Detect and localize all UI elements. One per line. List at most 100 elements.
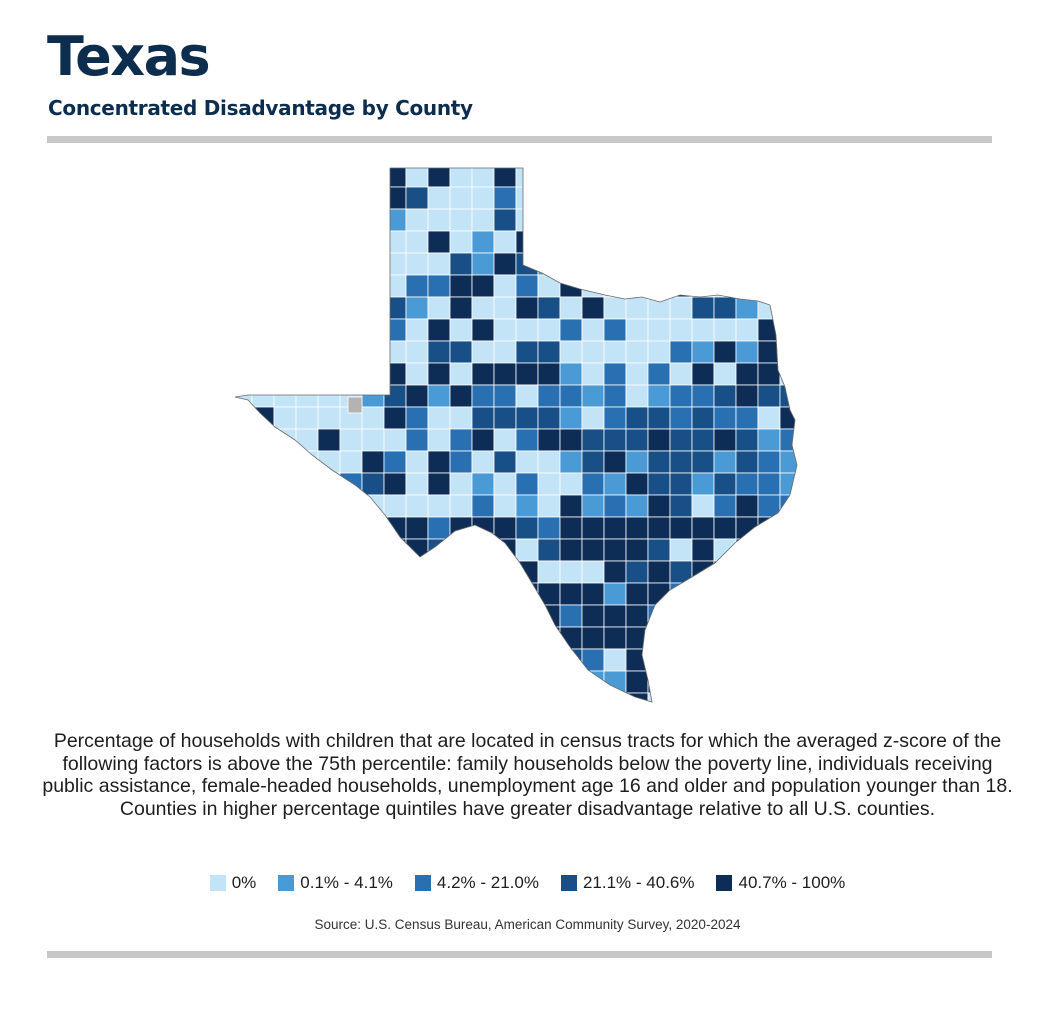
- county-cell: [251, 648, 275, 672]
- county-cell: [273, 186, 297, 210]
- legend-item-1: 0.1% - 4.1%: [278, 873, 393, 893]
- county-cell: [339, 186, 363, 210]
- county-cell: [449, 186, 473, 210]
- county-cell: [471, 538, 495, 562]
- county-cell: [581, 648, 605, 672]
- county-cell: [802, 451, 820, 473]
- county-cell: [449, 604, 473, 628]
- county-cell: [471, 692, 495, 702]
- county-cell: [471, 186, 495, 210]
- county-cell: [515, 252, 539, 276]
- county-cell: [669, 450, 693, 474]
- county-cell: [383, 362, 407, 386]
- county-cell: [317, 428, 341, 452]
- county-cell: [581, 168, 605, 188]
- county-cell: [581, 560, 605, 584]
- county-cell: [427, 296, 451, 320]
- county-cell: [537, 406, 561, 430]
- county-cell: [361, 670, 385, 694]
- county-cell: [537, 648, 561, 672]
- county-cell: [273, 560, 297, 584]
- county-cell: [559, 340, 583, 364]
- legend-item-0: 0%: [209, 873, 256, 893]
- county-cell: [273, 516, 297, 540]
- county-cell: [603, 604, 627, 628]
- county-cell: [669, 516, 693, 540]
- county-cell: [757, 406, 781, 430]
- county-cell: [339, 362, 363, 386]
- county-cell: [779, 560, 797, 584]
- county-cell: [625, 362, 649, 386]
- county-cell: [317, 670, 341, 694]
- county-cell: [537, 604, 561, 628]
- county-cell: [669, 538, 693, 562]
- county-cell: [779, 362, 797, 386]
- county-cell: [735, 648, 759, 672]
- county-cell: [339, 494, 363, 518]
- county-cell: [427, 582, 451, 606]
- county-cell: [493, 626, 517, 650]
- county-cell: [581, 582, 605, 606]
- county-cell: [361, 230, 385, 254]
- county-cell: [471, 208, 495, 232]
- county-cell: [757, 604, 781, 628]
- county-cell: [515, 582, 539, 606]
- county-cell: [383, 340, 407, 364]
- county-cell: [427, 208, 451, 232]
- page-subtitle: Concentrated Disadvantage by County: [48, 96, 473, 120]
- county-cell: [559, 692, 583, 702]
- county-cell: [537, 560, 561, 584]
- county-cell: [471, 340, 495, 364]
- county-cell: [383, 648, 407, 672]
- county-cell: [405, 648, 429, 672]
- county-cell: [713, 648, 737, 672]
- county-cell: [515, 516, 539, 540]
- county-cell: [735, 186, 759, 210]
- county-cell: [273, 692, 297, 702]
- county-cell: [235, 494, 253, 518]
- county-cell: [405, 472, 429, 496]
- county-cell: [361, 692, 385, 702]
- county-cell: [383, 472, 407, 496]
- county-cell: [647, 208, 671, 232]
- county-cell: [339, 318, 363, 342]
- county-cell: [779, 296, 797, 320]
- county-cell: [691, 604, 715, 628]
- county-cell: [779, 318, 797, 342]
- county-cell: [515, 494, 539, 518]
- county-cell: [295, 384, 319, 408]
- county-cell: [757, 626, 781, 650]
- county-cell: [691, 318, 715, 342]
- county-cell: [449, 670, 473, 694]
- county-cell: [537, 692, 561, 702]
- county-cell: [802, 605, 820, 627]
- county-cell: [625, 472, 649, 496]
- county-cell: [383, 186, 407, 210]
- county-cell: [493, 230, 517, 254]
- county-cell: [713, 560, 737, 584]
- county-cell: [691, 208, 715, 232]
- legend-label-1: 0.1% - 4.1%: [300, 873, 393, 892]
- county-cell: [559, 318, 583, 342]
- county-cell: [493, 186, 517, 210]
- county-cell: [581, 208, 605, 232]
- county-cell: [669, 252, 693, 276]
- county-cell: [317, 516, 341, 540]
- county-cell: [581, 450, 605, 474]
- county-cell: [647, 340, 671, 364]
- county-cell: [361, 626, 385, 650]
- county-cell: [559, 362, 583, 386]
- county-cell: [625, 296, 649, 320]
- county-cell: [603, 362, 627, 386]
- page-title: Texas: [47, 25, 211, 88]
- county-cell: [383, 318, 407, 342]
- county-cell: [559, 538, 583, 562]
- county-cell: [625, 428, 649, 452]
- county-cell: [339, 168, 363, 188]
- county-cell: [295, 582, 319, 606]
- county-cell: [339, 230, 363, 254]
- legend-swatch-0: [209, 875, 226, 891]
- county-cell: [235, 450, 253, 474]
- county-cell: [713, 168, 737, 188]
- state-outline: [234, 167, 798, 703]
